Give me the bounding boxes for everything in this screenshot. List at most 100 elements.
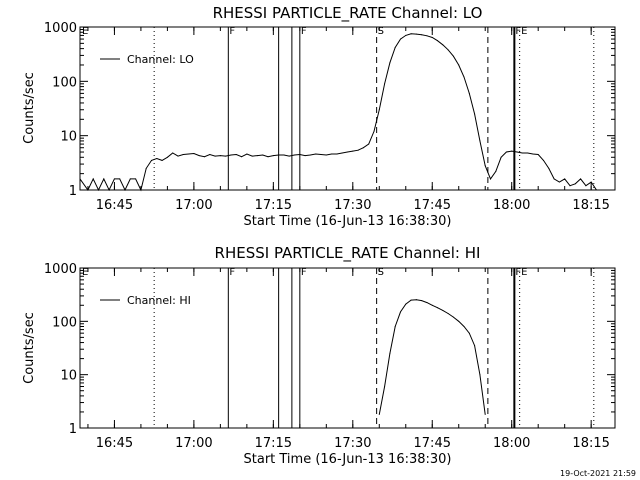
x-tick-label: 18:00: [493, 198, 530, 213]
series-point: [341, 152, 343, 154]
series-point: [458, 320, 460, 322]
series-point: [256, 155, 258, 157]
series-point: [479, 374, 481, 376]
series-point: [209, 154, 211, 156]
series-point: [384, 385, 386, 387]
series-point: [320, 154, 322, 156]
series-point: [431, 37, 433, 39]
series-point: [495, 170, 497, 172]
series-point: [352, 150, 354, 152]
series-point: [463, 326, 465, 328]
series-point: [108, 189, 110, 191]
series-point: [262, 154, 264, 156]
series-point: [98, 189, 100, 191]
x-tick-label: 16:45: [96, 436, 133, 451]
series-point: [373, 130, 375, 132]
series-point: [278, 154, 280, 156]
legend-label: Channel: LO: [127, 53, 194, 66]
series-point: [399, 311, 401, 313]
series-point: [463, 76, 465, 78]
series-point: [405, 34, 407, 36]
series-point: [468, 332, 470, 334]
y-tick-label: 100: [52, 315, 77, 330]
series-point: [294, 154, 296, 156]
series-point: [421, 300, 423, 302]
series-point: [347, 151, 348, 153]
series-point: [431, 304, 433, 306]
series-point: [394, 46, 396, 48]
series-point: [474, 345, 476, 347]
event-marker-label: F: [301, 26, 307, 37]
series-point: [225, 155, 227, 157]
x-tick-label: 18:15: [572, 198, 609, 213]
series-point: [193, 152, 195, 154]
series-point: [558, 181, 560, 183]
series-point: [283, 154, 285, 156]
series-point: [79, 178, 81, 180]
chart-title: RHESSI PARTICLE_RATE Channel: HI: [215, 244, 481, 263]
series-point: [421, 34, 423, 36]
series-point: [532, 153, 534, 155]
y-axis-label: Counts/sec: [22, 312, 37, 384]
series-point: [569, 185, 571, 187]
x-axis-label: Start Time (16-Jun-13 16:38:30): [244, 214, 452, 229]
footer-timestamp: 19-Oct-2021 21:59: [560, 469, 636, 478]
series-point: [151, 159, 153, 161]
series-point: [241, 156, 243, 158]
series-point: [336, 153, 338, 155]
series-point: [304, 155, 306, 157]
series-point: [474, 113, 476, 115]
series-point: [580, 178, 582, 180]
series-point: [410, 299, 412, 301]
series-point: [585, 185, 587, 187]
series-point: [92, 178, 94, 180]
series-point: [325, 154, 327, 156]
series-point: [135, 178, 137, 180]
series-point: [479, 140, 481, 142]
series-point: [156, 157, 158, 159]
series-point: [272, 155, 274, 157]
series-point: [288, 155, 290, 157]
series-point: [442, 44, 444, 46]
event-marker-label: FE: [515, 267, 527, 278]
series-point: [410, 33, 412, 35]
series-point: [490, 178, 492, 180]
series-point: [230, 154, 232, 156]
series-point: [214, 155, 216, 157]
series-point: [177, 155, 179, 157]
series-point: [378, 413, 380, 415]
y-tick-label: 1: [69, 422, 77, 437]
series-point: [87, 189, 89, 191]
series-point: [553, 178, 555, 180]
x-tick-label: 17:00: [175, 198, 212, 213]
series-point: [574, 183, 576, 185]
series-point: [516, 151, 518, 153]
event-marker-label: F: [301, 267, 307, 278]
series-point: [452, 55, 454, 57]
event-marker-label: F: [229, 267, 235, 278]
series-point: [368, 143, 370, 145]
series-point: [124, 189, 126, 191]
series-point: [484, 413, 486, 415]
series-point: [595, 189, 597, 191]
y-tick-label: 100: [52, 75, 77, 90]
series-point: [129, 178, 131, 180]
x-tick-label: 17:45: [414, 436, 451, 451]
series-point: [331, 153, 333, 155]
series-point: [505, 151, 507, 153]
series-point: [357, 149, 359, 151]
chart-panel-hi: RHESSI PARTICLE_RATE Channel: HI 1 10 100 10…: [22, 244, 616, 467]
series-point: [119, 178, 121, 180]
x-tick-label: 18:00: [493, 436, 530, 451]
x-tick-label: 17:30: [334, 198, 371, 213]
series-point: [309, 154, 311, 156]
chart-panel-lo: RHESSI PARTICLE_RATE Channel: LO 1 10 100 10…: [22, 4, 616, 229]
series-point: [511, 150, 513, 152]
series-point: [378, 109, 380, 111]
series-point: [203, 156, 205, 158]
series-point: [172, 152, 174, 154]
chart-title: RHESSI PARTICLE_RATE Channel: LO: [213, 4, 483, 23]
series-point: [362, 147, 364, 149]
event-marker-label: F: [229, 26, 235, 37]
series-point: [415, 299, 417, 301]
